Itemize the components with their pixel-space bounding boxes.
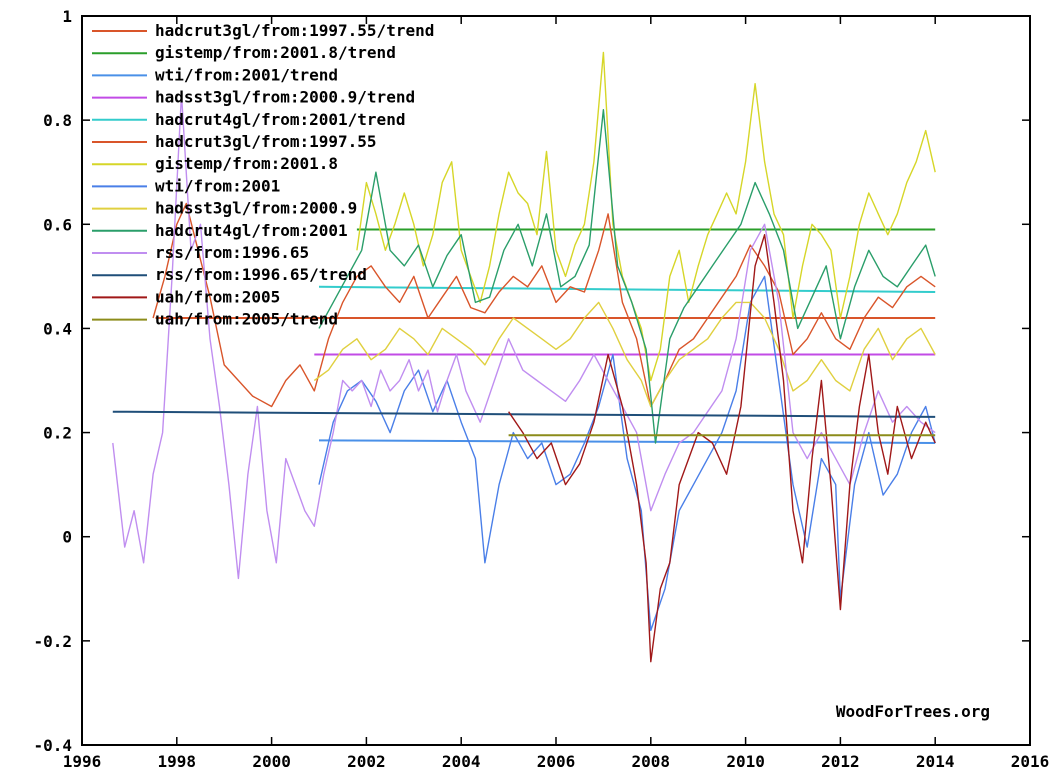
series-line-10 bbox=[112, 93, 936, 580]
legend-item: hadcrut3gl/from:1997.55 bbox=[92, 132, 377, 151]
legend-item: wti/from:2001 bbox=[92, 176, 280, 195]
legend-item: hadsst3gl/from:2000.9 bbox=[92, 199, 357, 218]
x-tick-label: 2004 bbox=[442, 752, 481, 771]
x-tick-label: 2014 bbox=[916, 752, 955, 771]
y-tick-label: 0.4 bbox=[43, 319, 72, 338]
series-line-7 bbox=[318, 275, 936, 632]
series-line-11 bbox=[112, 410, 936, 418]
x-tick-label: 2012 bbox=[821, 752, 860, 771]
x-tick-label: 2006 bbox=[537, 752, 576, 771]
legend-label: hadcrut4gl/from:2001 bbox=[155, 221, 348, 240]
series-line-5 bbox=[152, 202, 936, 408]
y-tick-label: -0.4 bbox=[33, 736, 72, 755]
legend-label: uah/from:2005/trend bbox=[155, 310, 338, 329]
legend-label: hadcrut3gl/from:1997.55/trend bbox=[155, 21, 434, 40]
legend-label: uah/from:2005 bbox=[155, 287, 280, 306]
legend-item: gistemp/from:2001.8 bbox=[92, 154, 338, 173]
axis-layer: 1996 1998 2000 2002 2004 2006 2008 2010 2012 2014… bbox=[33, 7, 1049, 771]
series-line-9 bbox=[318, 108, 936, 444]
x-tick-label: 2010 bbox=[726, 752, 765, 771]
legend-item: wti/from:2001/trend bbox=[92, 65, 338, 84]
legend-item: hadcrut4gl/from:2001/trend bbox=[92, 110, 405, 129]
legend-label: wti/from:2001/trend bbox=[155, 65, 338, 84]
watermark: WoodForTrees.org bbox=[836, 702, 990, 721]
legend-label: hadcrut4gl/from:2001/trend bbox=[155, 110, 405, 129]
legend-label: hadsst3gl/from:2000.9 bbox=[155, 199, 357, 218]
legend-item: hadsst3gl/from:2000.9/trend bbox=[92, 88, 415, 107]
legend-label: gistemp/from:2001.8 bbox=[155, 154, 338, 173]
legend-label: rss/from:1996.65 bbox=[155, 243, 309, 262]
legend-item: hadcrut4gl/from:2001 bbox=[92, 221, 348, 240]
y-tick-label: 1 bbox=[62, 7, 72, 26]
x-tick-label: 2008 bbox=[632, 752, 671, 771]
legend-item: rss/from:1996.65 bbox=[92, 243, 309, 262]
x-tick-label: 1998 bbox=[158, 752, 197, 771]
x-tick-label: 2000 bbox=[252, 752, 291, 771]
series-layer bbox=[112, 51, 936, 663]
legend-item: uah/from:2005/trend bbox=[92, 310, 338, 329]
legend-label: gistemp/from:2001.8/trend bbox=[155, 43, 396, 62]
x-tick-label: 2016 bbox=[1011, 752, 1049, 771]
x-tick-label: 1996 bbox=[63, 752, 102, 771]
legend-item: hadcrut3gl/from:1997.55/trend bbox=[92, 21, 434, 40]
legend-item: uah/from:2005 bbox=[92, 287, 280, 306]
legend-label: hadcrut3gl/from:1997.55 bbox=[155, 132, 377, 151]
legend: hadcrut3gl/from:1997.55/trend gistemp/fro… bbox=[92, 21, 434, 329]
legend-item: gistemp/from:2001.8/trend bbox=[92, 43, 396, 62]
y-tick-label: 0.8 bbox=[43, 111, 72, 130]
legend-item: rss/from:1996.65/trend bbox=[92, 265, 367, 284]
y-tick-label: 0 bbox=[62, 528, 72, 547]
series-line-2 bbox=[318, 439, 936, 444]
legend-label: wti/from:2001 bbox=[155, 176, 280, 195]
series-line-8 bbox=[313, 301, 936, 408]
series-line-12 bbox=[508, 233, 936, 663]
series-line-6 bbox=[356, 51, 936, 382]
x-tick-label: 2002 bbox=[347, 752, 386, 771]
legend-label: rss/from:1996.65/trend bbox=[155, 265, 367, 284]
legend-label: hadsst3gl/from:2000.9/trend bbox=[155, 88, 415, 107]
y-tick-label: 0.2 bbox=[43, 424, 72, 443]
y-tick-label: 0.6 bbox=[43, 215, 72, 234]
y-tick-label: -0.2 bbox=[33, 632, 72, 651]
